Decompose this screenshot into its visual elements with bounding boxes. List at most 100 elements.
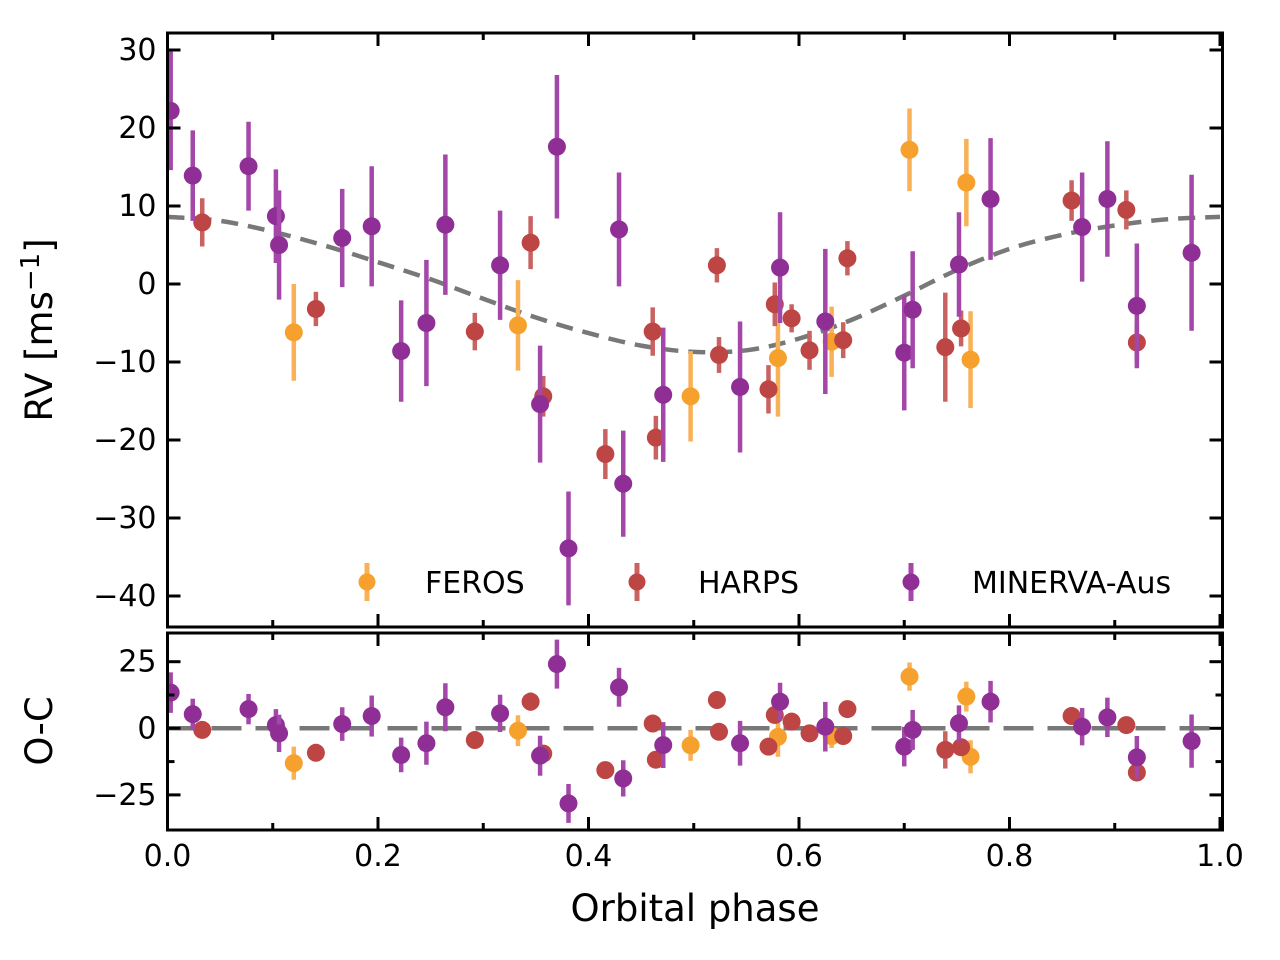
data-point	[957, 687, 976, 706]
data-point	[707, 256, 726, 275]
data-point	[596, 761, 615, 780]
data-point	[270, 724, 289, 743]
data-point	[952, 319, 971, 338]
data-point	[710, 345, 729, 364]
data-point	[768, 349, 787, 368]
series-HARPS-oc	[193, 691, 1146, 782]
data-point	[333, 228, 352, 247]
legend-marker-MINERVA-Aus	[902, 573, 920, 591]
data-point	[306, 743, 325, 762]
data-point	[900, 140, 919, 159]
y-tick-label: 0	[137, 267, 156, 302]
data-point	[654, 385, 673, 404]
x-tick-label: 0.8	[986, 839, 1034, 874]
legend-marker-HARPS	[628, 573, 646, 591]
data-point	[559, 539, 578, 558]
x-tick-label: 0.4	[565, 839, 613, 874]
data-point	[417, 734, 436, 753]
series-MINERVA-Aus-oc	[167, 639, 1201, 823]
oc-panel-frame	[166, 631, 1224, 832]
rv-panel-frame	[166, 31, 1224, 629]
data-point	[936, 740, 955, 759]
series-HARPS-rv	[193, 180, 1146, 479]
data-point	[731, 734, 750, 753]
data-point	[521, 233, 540, 252]
data-point	[547, 137, 566, 156]
data-point	[183, 166, 202, 185]
legend-marker-FEROS	[358, 573, 376, 591]
data-point	[167, 101, 180, 120]
data-point	[782, 712, 801, 731]
data-point	[270, 236, 289, 254]
legend-label-feros: FEROS	[425, 566, 525, 601]
data-point	[1073, 218, 1092, 237]
data-point	[816, 312, 835, 331]
data-point	[596, 445, 615, 464]
data-point	[981, 692, 1000, 711]
data-point	[1182, 243, 1201, 262]
data-point	[936, 338, 955, 357]
data-point	[167, 683, 180, 702]
data-point	[981, 189, 1000, 208]
data-point	[1098, 189, 1117, 208]
data-point	[681, 736, 700, 755]
data-point	[547, 655, 566, 674]
data-point	[710, 722, 729, 741]
data-point	[782, 309, 801, 328]
data-point	[417, 314, 436, 332]
y-axis-label-rv: RV [ms−1]	[16, 238, 61, 421]
data-point	[392, 342, 411, 361]
data-point	[759, 380, 778, 399]
data-point	[610, 220, 629, 239]
data-point	[707, 691, 726, 710]
data-point	[834, 331, 853, 350]
data-point	[646, 428, 665, 447]
data-point	[771, 692, 790, 711]
data-point	[508, 316, 527, 335]
data-point	[949, 255, 968, 274]
data-point	[952, 738, 971, 757]
data-point	[681, 387, 700, 406]
data-point	[531, 746, 550, 765]
data-point	[643, 714, 662, 733]
data-point	[491, 704, 510, 723]
y-axis-label-oc: O-C	[18, 696, 61, 765]
data-point	[333, 715, 352, 734]
data-point	[838, 249, 857, 268]
data-point	[731, 377, 750, 396]
x-tick-label: 1.0	[1196, 839, 1244, 874]
data-point	[508, 721, 527, 740]
y-tick-label: −20	[93, 423, 156, 458]
x-axis-label: Orbital phase	[571, 887, 820, 930]
data-point	[1073, 717, 1092, 736]
x-tick-label: 0.6	[775, 839, 823, 874]
x-tick-label: 0.0	[144, 839, 192, 874]
data-point	[306, 299, 325, 318]
data-point	[1062, 191, 1081, 210]
data-point	[614, 769, 633, 788]
y-tick-label: 25	[118, 645, 156, 680]
data-point	[949, 714, 968, 733]
data-point	[654, 736, 673, 755]
data-point	[465, 731, 484, 750]
data-point	[491, 256, 510, 275]
model-curve	[167, 214, 1221, 355]
series-MINERVA-Aus-rv	[167, 51, 1201, 606]
data-point	[559, 794, 578, 813]
data-point	[521, 692, 540, 711]
y-tick-label: 30	[118, 33, 156, 68]
data-point	[436, 215, 455, 234]
axes-layer: 30 20 10 0 −10 −20 −30 −40 25 0 −25 0.0 0.2 0.4 0.6 0.8…	[93, 31, 1244, 874]
data-point	[284, 754, 303, 773]
y-tick-label: 10	[118, 189, 156, 224]
data-point	[771, 258, 790, 277]
data-point	[900, 667, 919, 686]
y-tick-label: −30	[93, 501, 156, 536]
data-point	[1098, 708, 1117, 727]
model-curve-layer	[167, 214, 1223, 731]
data-point	[614, 474, 633, 493]
y-tick-label: −25	[93, 778, 156, 813]
data-point	[392, 745, 411, 764]
